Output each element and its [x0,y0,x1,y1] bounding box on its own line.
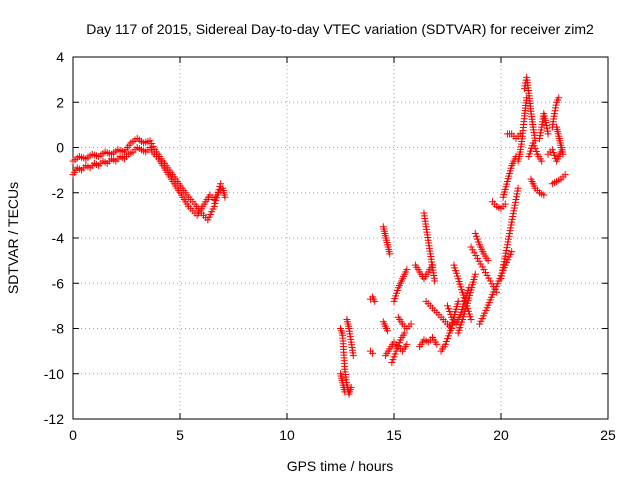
data-point [371,297,379,305]
data-point [467,315,475,323]
data-point [217,180,225,188]
y-tick-label: -10 [44,366,64,382]
data-point [544,130,552,138]
data-point [559,150,567,158]
data-point [431,277,439,285]
data-point [538,157,546,165]
data-point [501,200,509,208]
x-tick-label: 0 [69,427,77,443]
y-tick-label: -8 [52,321,65,337]
data-point [433,340,441,348]
y-tick-label: 0 [56,140,64,156]
data-point [369,349,377,357]
axis-ticks: 0 5 10 15 20 25 -12 -10 -8 -6 -4 -2 0 2 4 [44,49,616,443]
y-tick-label: -2 [52,185,65,201]
data-points [69,73,569,398]
x-tick-label: 10 [279,427,295,443]
y-tick-label: 4 [56,49,64,65]
data-point [561,171,569,179]
data-point [401,329,409,337]
y-tick-label: -4 [52,230,65,246]
x-tick-label: 5 [176,427,184,443]
y-tick-label: -6 [52,275,65,291]
x-tick-label: 25 [600,427,616,443]
data-point [341,388,349,396]
data-point [349,352,357,360]
grid-lines [73,57,608,419]
data-point [221,193,229,201]
data-point [403,340,411,348]
data-point [384,327,392,335]
chart-title: Day 117 of 2015, Sidereal Day-to-day VTE… [86,21,594,37]
data-point [471,270,479,278]
data-point [508,248,516,256]
data-point [540,191,548,199]
data-point [347,383,355,391]
y-tick-label: -12 [44,411,64,427]
data-point [484,257,492,265]
x-axis-label: GPS time / hours [287,458,394,474]
data-point [386,250,394,258]
data-point [454,297,462,305]
data-point [555,94,563,102]
data-point [514,184,522,192]
y-axis-label: SDTVAR / TECUs [5,182,21,294]
y-tick-label: 2 [56,94,64,110]
x-tick-label: 20 [493,427,509,443]
data-point [407,320,415,328]
x-tick-label: 15 [386,427,402,443]
data-point [403,266,411,274]
